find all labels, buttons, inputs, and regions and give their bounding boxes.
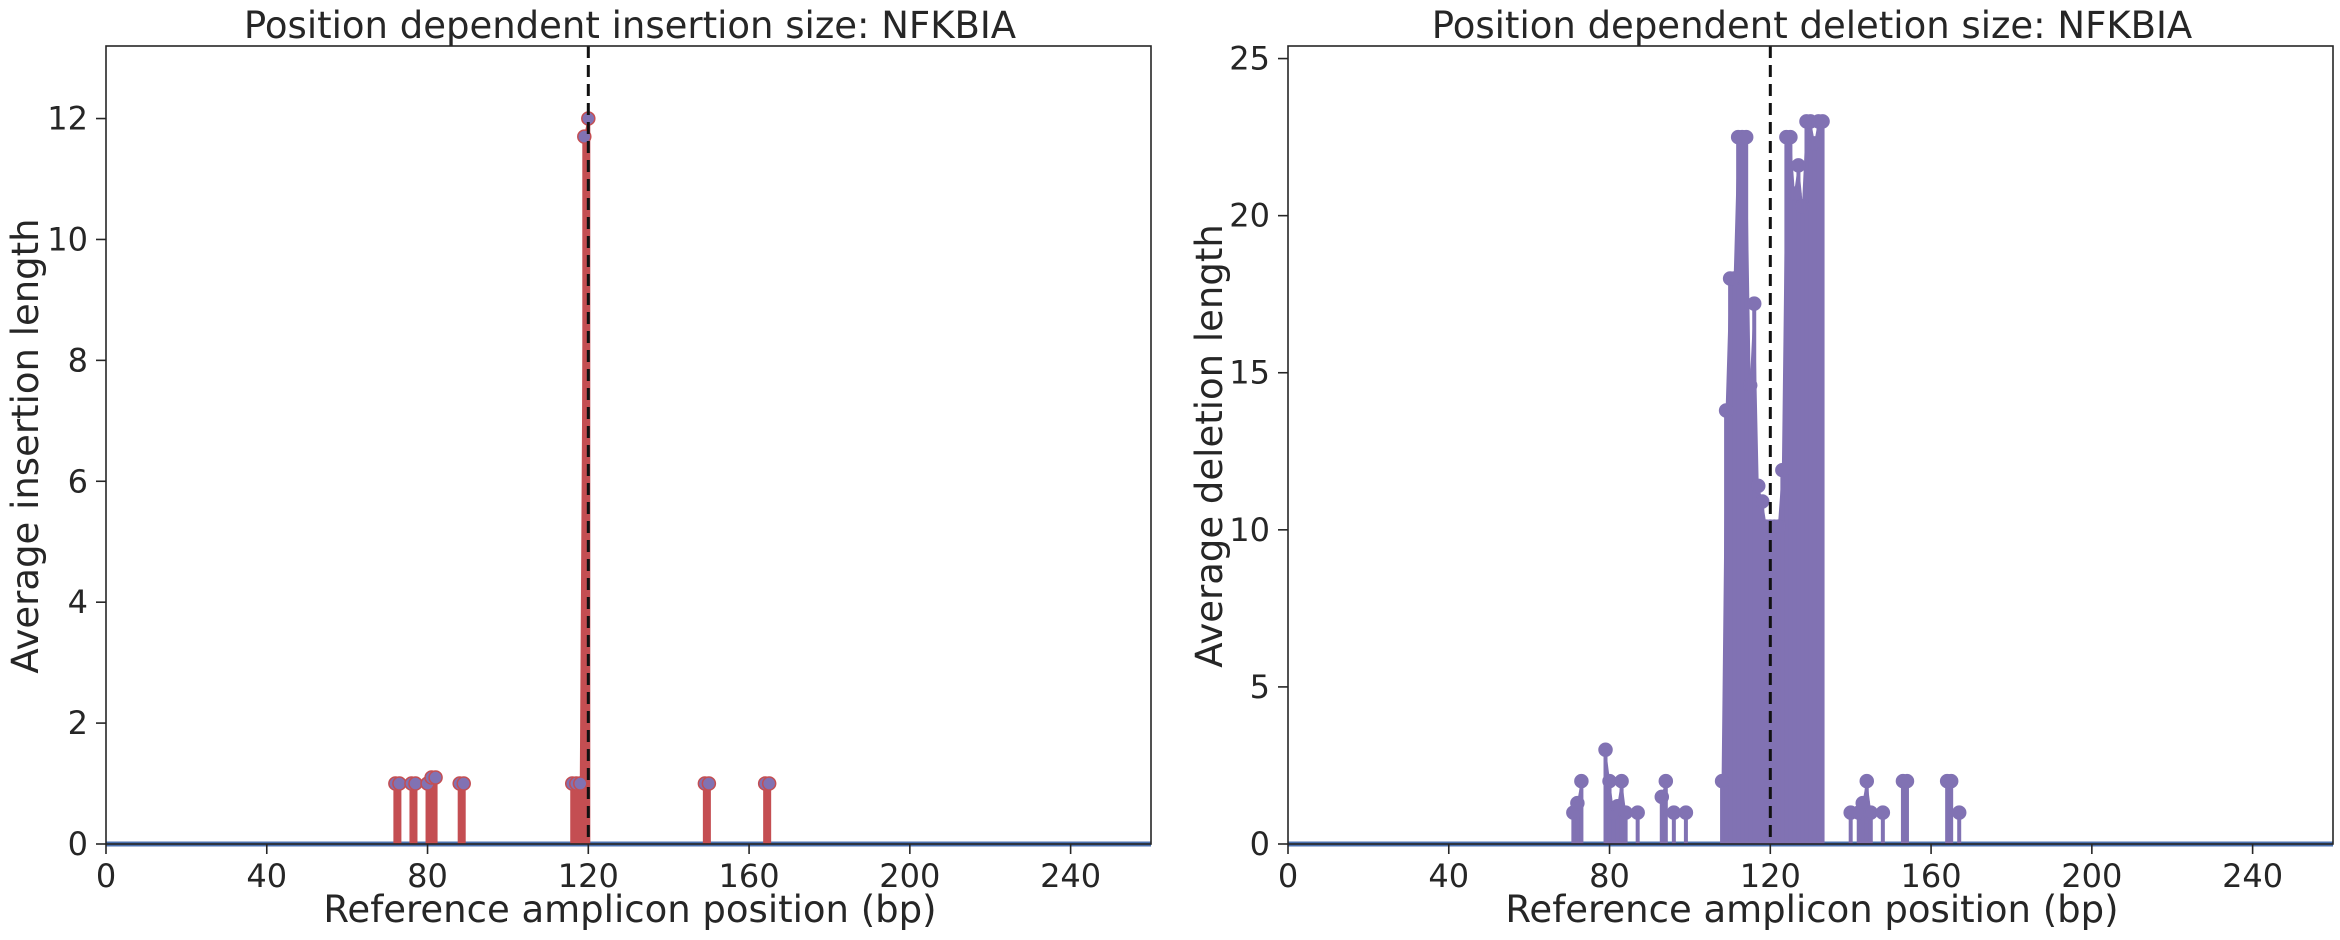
y-tick-label: 25 [1229,40,1270,78]
stem-marker [1943,773,1959,789]
y-tick-label: 5 [1250,668,1270,706]
y-tick-label: 0 [1250,825,1270,863]
stem-marker [1714,773,1730,789]
y-axis-label: Average insertion length [4,218,47,673]
stem-marker [456,776,471,791]
stem-marker [1775,462,1790,478]
stem-marker [1855,795,1870,811]
y-tick-label: 2 [68,704,88,742]
x-tick-label: 200 [2061,857,2122,895]
y-tick-label: 15 [1229,354,1270,392]
stem-marker [1783,129,1798,145]
stem-marker [1755,494,1770,509]
x-axis-label: Reference amplicon position (bp) [1505,888,2118,931]
stem-marker [1751,478,1766,494]
x-tick-label: 120 [1740,857,1801,895]
plot-frame [105,45,1152,845]
stem-marker [1602,773,1617,789]
x-tick-label: 160 [719,857,780,895]
stem-marker [392,776,407,791]
stem-marker [1815,114,1830,129]
stem-marker [1771,519,1786,534]
y-axis-label: Average deletion length [1188,224,1231,668]
stem-marker [1859,773,1875,789]
y-tick-label: 4 [68,583,88,621]
stem-marker [1598,742,1613,757]
stem-marker [1678,805,1694,820]
y-tick-label: 10 [47,220,88,258]
stem-marker [1746,296,1762,311]
x-tick-label: 40 [246,857,287,895]
y-tick-label: 0 [68,825,88,863]
stem-marker [1726,271,1742,286]
x-tick-label: 0 [1278,857,1298,895]
x-tick-label: 40 [1428,857,1469,895]
x-tick-label: 80 [1589,857,1630,895]
x-tick-label: 240 [1040,857,1101,895]
stem-marker [761,776,777,791]
y-tick-label: 6 [68,462,88,500]
stem-marker [1742,378,1758,393]
stem-marker [1899,773,1915,789]
x-tick-label: 160 [1901,857,1962,895]
y-tick-label: 10 [1229,511,1270,549]
x-tick-label: 240 [2222,857,2283,895]
x-tick-label: 0 [96,857,116,895]
stem-marker [1658,773,1674,789]
stem-marker [1614,773,1629,789]
stem-marker [1666,805,1682,820]
stem-marker [1618,805,1633,820]
y-tick-label: 12 [47,100,88,138]
chart-title: Position dependent deletion size: NFKBIA [1432,4,2192,47]
insertion-chart: Position dependent insertion size: NFKBI… [4,4,1152,931]
stem-marker [1787,186,1802,201]
plot-frame [1287,45,2334,845]
stem-marker [573,776,588,791]
stem-marker [1791,158,1806,173]
plot-marks: 0 40 80 120 160 200 240 0 5 10 15 20 25 [1229,40,2333,895]
stem-marker [428,770,443,785]
stem-marker [1795,198,1810,214]
y-tick-label: 20 [1229,197,1270,235]
x-tick-label: 80 [407,857,448,895]
stem-marker [1654,789,1670,805]
y-tick-label: 8 [68,341,88,379]
stem-marker [1863,805,1879,820]
deletion-chart: Position dependent deletion size: NFKBIA… [1188,4,2334,931]
x-tick-label: 120 [558,857,619,895]
stem-marker [701,776,717,791]
stem-marker [408,776,423,791]
stem-marker [1875,805,1891,820]
stem-marker [1718,403,1734,418]
chart-title: Position dependent insertion size: NFKBI… [244,4,1016,47]
x-axis-label: Reference amplicon position (bp) [323,888,936,931]
x-tick-label: 200 [879,857,940,895]
stem-marker [1951,805,1967,820]
stem-marker [1807,136,1822,151]
stem-marker [1630,805,1645,820]
stem-marker [1570,795,1585,811]
stem-marker [1574,773,1589,789]
plot-marks: 0 40 80 120 160 200 240 0 2 4 6 8 10 12 [47,46,1151,895]
stem-marker [1738,129,1754,145]
